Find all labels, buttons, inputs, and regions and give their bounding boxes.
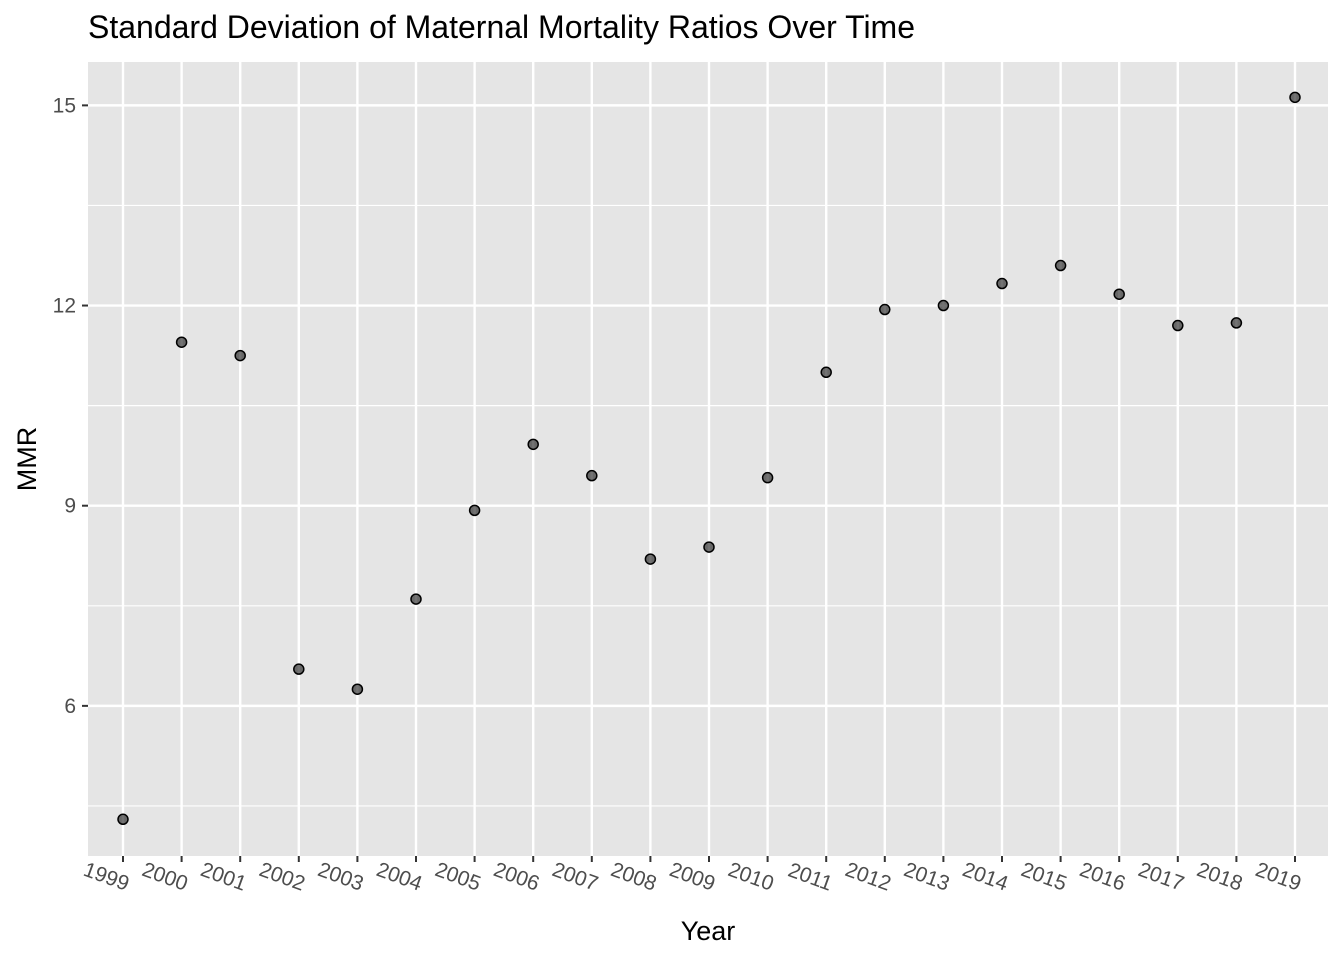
- y-tick-label: 12: [53, 295, 76, 318]
- data-point: [820, 366, 832, 379]
- x-tick-label: 2013: [901, 858, 953, 896]
- chart-title: Standard Deviation of Maternal Mortality…: [88, 9, 915, 45]
- data-point: [879, 303, 891, 316]
- grid-lines: [88, 62, 1328, 856]
- y-axis-title: MMR: [12, 427, 42, 491]
- x-tick-label: 2000: [139, 858, 191, 896]
- data-point: [586, 469, 598, 482]
- x-tick-label: 2016: [1077, 858, 1129, 896]
- data-point: [175, 336, 188, 348]
- x-tick-label: 2012: [842, 858, 894, 896]
- x-tick-label: 2002: [256, 858, 308, 896]
- data-point: [1289, 91, 1301, 104]
- x-tick-label: 2019: [1252, 858, 1304, 896]
- x-tick-label: 2007: [549, 858, 601, 896]
- data-point: [644, 553, 657, 565]
- data-point: [1054, 259, 1067, 272]
- y-tick-label: 15: [53, 94, 76, 117]
- y-tick-label: 6: [64, 695, 76, 718]
- x-tick-label: 2011: [785, 859, 835, 896]
- data-point: [1172, 319, 1184, 332]
- data-point: [761, 471, 774, 484]
- data-point: [703, 541, 715, 553]
- data-point: [293, 663, 305, 675]
- x-tick-label: 1999: [80, 858, 132, 896]
- x-tick-label: 2014: [959, 858, 1011, 896]
- data-point: [468, 504, 481, 517]
- x-tick-label: 2003: [315, 858, 367, 896]
- data-point: [351, 683, 364, 695]
- x-tick-label: 2010: [725, 858, 777, 896]
- data-point: [410, 593, 422, 605]
- data-point: [234, 349, 246, 362]
- x-tick-label: 2001: [198, 858, 250, 896]
- data-point: [996, 277, 1008, 290]
- data-point: [117, 813, 129, 826]
- data-points: [117, 91, 1301, 826]
- data-point: [527, 438, 539, 451]
- data-point: [1113, 288, 1125, 300]
- x-tick-label: 2018: [1194, 858, 1246, 896]
- x-axis-title: Year: [681, 916, 736, 946]
- x-tick-label: 2015: [1018, 858, 1070, 896]
- x-tick-label: 2017: [1135, 858, 1187, 896]
- x-tick-label: 2005: [432, 858, 484, 896]
- x-tick-label: 2006: [491, 858, 543, 896]
- data-point: [937, 299, 950, 312]
- y-tick-label: 9: [64, 495, 76, 518]
- x-tick-label: 2008: [608, 858, 660, 896]
- data-point: [1230, 317, 1243, 329]
- x-tick-label: 2004: [373, 858, 425, 896]
- x-tick-label: 2009: [666, 858, 718, 896]
